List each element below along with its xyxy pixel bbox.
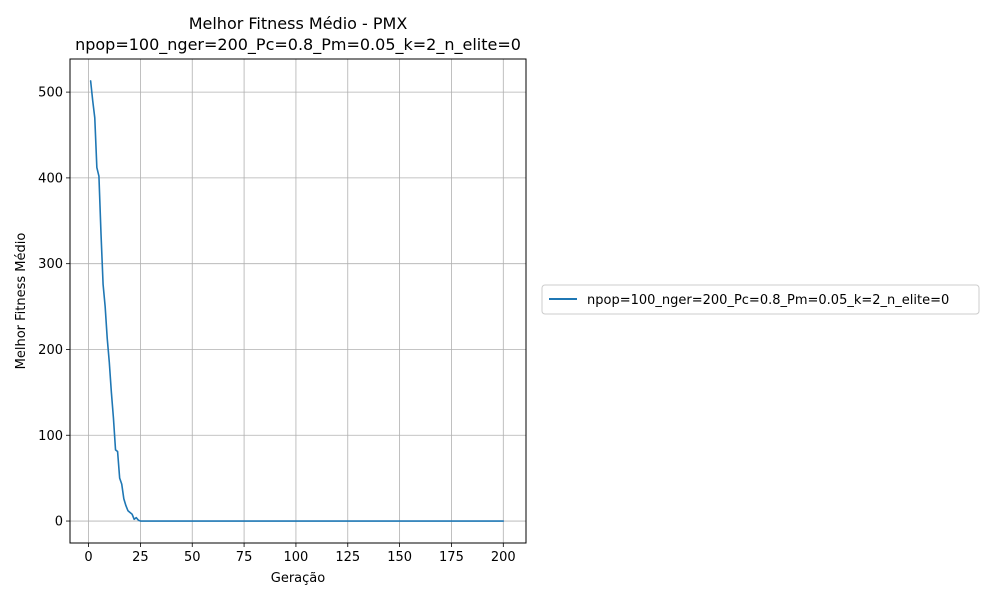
grid — [70, 59, 526, 543]
chart-title: Melhor Fitness Médio - PMX — [189, 14, 408, 33]
y-tick-label: 100 — [38, 429, 63, 444]
legend-entry: npop=100_nger=200_Pc=0.8_Pm=0.05_k=2_n_e… — [587, 293, 949, 308]
x-tick-label: 25 — [132, 550, 149, 565]
x-tick-label: 100 — [284, 550, 309, 565]
x-tick-label: 0 — [84, 550, 92, 565]
x-tick-label: 150 — [387, 550, 412, 565]
x-tick-label: 50 — [184, 550, 201, 565]
legend: npop=100_nger=200_Pc=0.8_Pm=0.05_k=2_n_e… — [541, 284, 980, 315]
chart-subtitle: npop=100_nger=200_Pc=0.8_Pm=0.05_k=2_n_e… — [75, 35, 521, 55]
series-line — [89, 80, 505, 522]
y-axis-label: Melhor Fitness Médio — [14, 233, 29, 370]
y-tick-label: 500 — [38, 86, 63, 101]
x-tick-label: 200 — [491, 550, 516, 565]
series-layer — [89, 80, 505, 522]
y-tick-label: 0 — [55, 515, 63, 530]
y-tick-label: 200 — [38, 343, 63, 358]
tick-layer: 0 25 50 75 100 125 150 175 200 0 100 200 300 400 500 — [38, 86, 516, 565]
plot-frame — [69, 58, 527, 544]
x-tick-label: 75 — [236, 550, 253, 565]
y-tick-label: 400 — [38, 171, 63, 186]
x-axis-label: Geração — [271, 571, 325, 586]
legend-box — [541, 284, 980, 315]
y-tick-label: 300 — [38, 257, 63, 272]
x-tick-label: 125 — [335, 550, 360, 565]
x-tick-label: 175 — [439, 550, 464, 565]
